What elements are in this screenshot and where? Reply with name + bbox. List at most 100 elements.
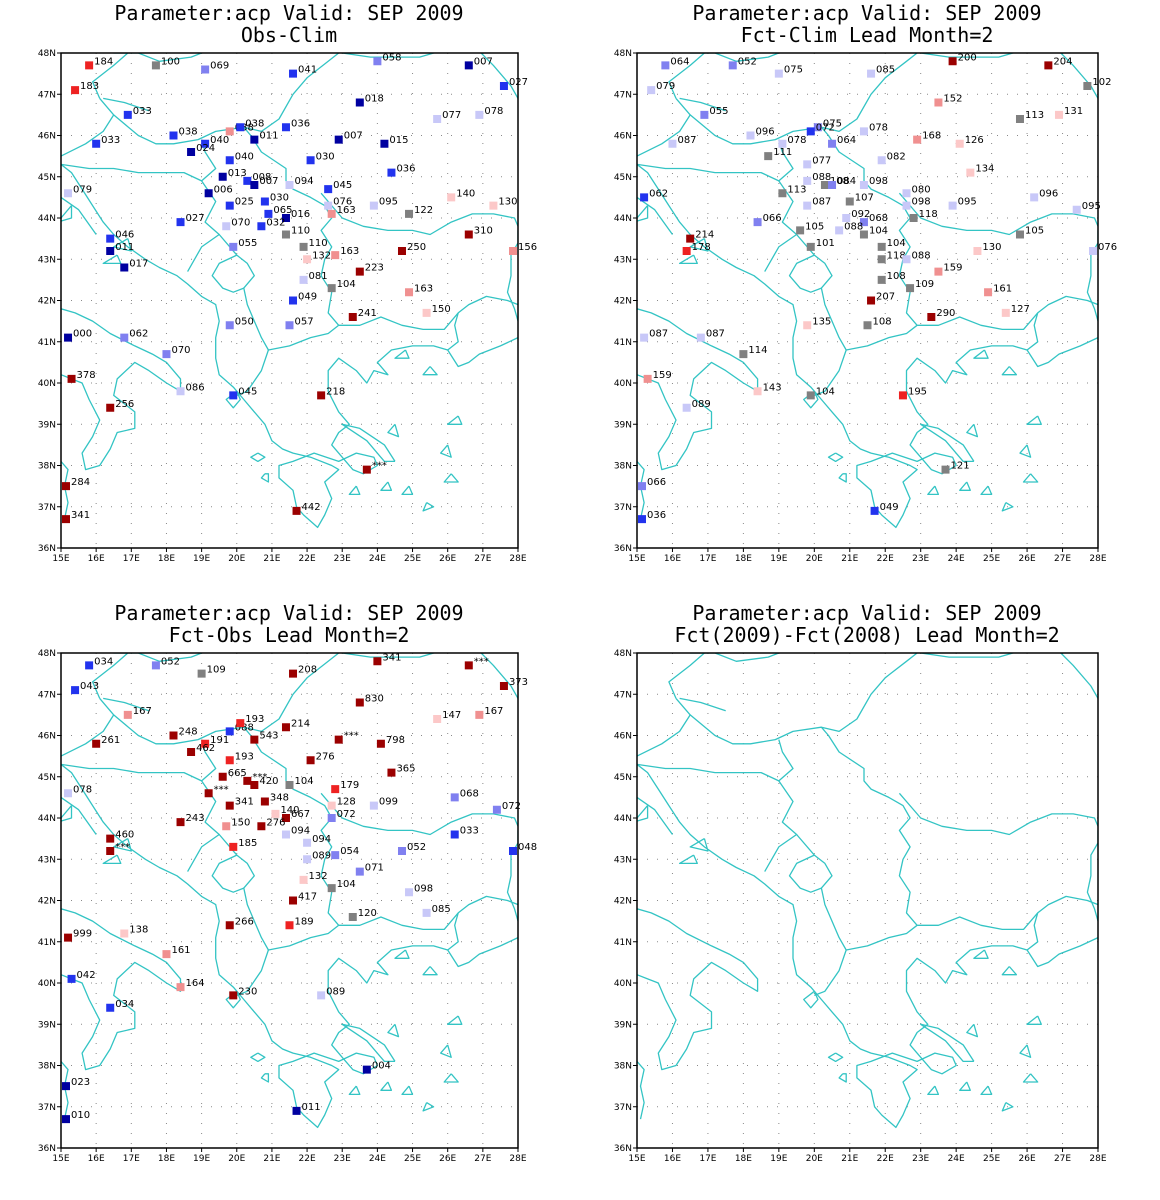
station-value-label: 049 xyxy=(880,502,899,513)
station-marker xyxy=(62,482,70,491)
station-value-label: 071 xyxy=(365,863,384,874)
station-marker xyxy=(686,234,695,243)
station-marker xyxy=(1015,230,1024,239)
latitude-tick-label: 40N xyxy=(38,979,56,989)
graticule xyxy=(61,653,518,1148)
station-marker xyxy=(739,350,748,359)
longitude-tick-label: 24E xyxy=(948,554,965,564)
longitude-tick-label: 15E xyxy=(52,554,69,564)
coastline xyxy=(959,481,971,491)
station-marker xyxy=(260,797,269,806)
coastline xyxy=(966,1023,979,1038)
latitude-tick-label: 39N xyxy=(38,420,56,430)
station-marker xyxy=(289,69,298,78)
panel-title: Parameter:acp Valid: SEP 2009 xyxy=(114,601,463,625)
station-marker xyxy=(67,374,76,383)
latitude-tick-label: 47N xyxy=(614,690,632,700)
station-value-label: 064 xyxy=(837,135,856,146)
longitude-tick-label: 21E xyxy=(841,554,858,564)
station-value-label: 667 xyxy=(291,809,310,820)
station-value-label: 276 xyxy=(266,817,285,828)
station-marker xyxy=(176,218,185,227)
latitude-tick-label: 42N xyxy=(38,897,56,907)
longitude-tick-label: 20E xyxy=(228,1154,245,1164)
station-marker xyxy=(464,61,473,70)
station-marker xyxy=(236,719,245,728)
station-marker xyxy=(229,842,238,851)
coastline xyxy=(935,565,970,582)
station-value-label: 086 xyxy=(186,382,205,393)
station-value-label: 113 xyxy=(787,184,806,195)
station-marker xyxy=(845,197,854,206)
station-marker xyxy=(225,127,234,136)
coastline xyxy=(250,452,266,463)
station-marker xyxy=(778,189,787,198)
station-marker xyxy=(955,139,964,148)
station-marker xyxy=(913,135,922,144)
station-marker xyxy=(176,387,185,396)
latitude-tick-label: 46N xyxy=(38,132,56,142)
station-marker xyxy=(106,403,115,412)
coastline xyxy=(1022,1073,1039,1083)
station-marker xyxy=(753,218,762,227)
coastline xyxy=(61,308,182,471)
latitude-tick-label: 39N xyxy=(38,1020,56,1030)
latitude-tick-label: 42N xyxy=(38,297,56,307)
longitude-tick-label: 28E xyxy=(509,1154,526,1164)
station-value-label: 017 xyxy=(129,259,148,270)
station-marker xyxy=(475,710,484,719)
coastline xyxy=(102,854,122,865)
station-marker xyxy=(1001,308,1010,317)
station-marker xyxy=(201,739,210,748)
station-marker xyxy=(668,139,677,148)
coastline xyxy=(211,854,245,893)
coastline xyxy=(447,415,463,425)
coastline xyxy=(973,949,989,959)
station-value-label: 034 xyxy=(94,656,113,667)
station-marker xyxy=(405,888,414,897)
latitude-tick-label: 36N xyxy=(614,1144,632,1154)
panel-subtitle: Obs-Clim xyxy=(241,23,337,47)
coastline xyxy=(113,653,204,662)
coastline xyxy=(91,653,129,699)
station-value-label: 243 xyxy=(186,813,205,824)
coastline xyxy=(260,473,270,483)
latitude-tick-label: 38N xyxy=(614,1062,632,1072)
station-marker xyxy=(369,801,378,810)
station-value-label: 043 xyxy=(80,681,99,692)
station-marker xyxy=(281,830,290,839)
coastline xyxy=(61,460,69,520)
station-value-label: 135 xyxy=(812,316,831,327)
station-value-label: 341 xyxy=(235,797,254,808)
coastline xyxy=(443,473,459,483)
station-value-label: 045 xyxy=(333,180,352,191)
station-marker xyxy=(859,127,868,136)
graticule xyxy=(637,653,1098,1148)
station-marker xyxy=(243,176,252,185)
coastline xyxy=(341,423,396,463)
coastline xyxy=(927,1085,940,1096)
station-value-label: 098 xyxy=(414,883,433,894)
panel-subtitle: Fct(2009)-Fct(2008) Lead Month=2 xyxy=(674,623,1059,647)
station-value-label: 085 xyxy=(876,65,895,76)
station-value-label: 099 xyxy=(379,797,398,808)
station-value-label: 011 xyxy=(259,131,278,142)
station-value-label: 261 xyxy=(101,735,120,746)
station-marker xyxy=(348,913,357,921)
station-value-label: 094 xyxy=(291,826,310,837)
coastline xyxy=(387,423,400,438)
station-marker xyxy=(229,991,238,1000)
station-value-label: 076 xyxy=(333,197,352,208)
station-value-label: 365 xyxy=(396,764,415,775)
station-marker xyxy=(927,313,936,321)
longitude-tick-label: 28E xyxy=(1089,1154,1106,1164)
station-marker xyxy=(120,333,129,342)
station-marker xyxy=(292,506,301,515)
station-value-label: 127 xyxy=(1011,304,1030,315)
station-marker xyxy=(902,189,911,198)
station-value-label: 798 xyxy=(386,735,405,746)
station-value-label: 126 xyxy=(965,135,984,146)
station-marker xyxy=(806,127,815,136)
latitude-tick-label: 36N xyxy=(38,544,56,554)
